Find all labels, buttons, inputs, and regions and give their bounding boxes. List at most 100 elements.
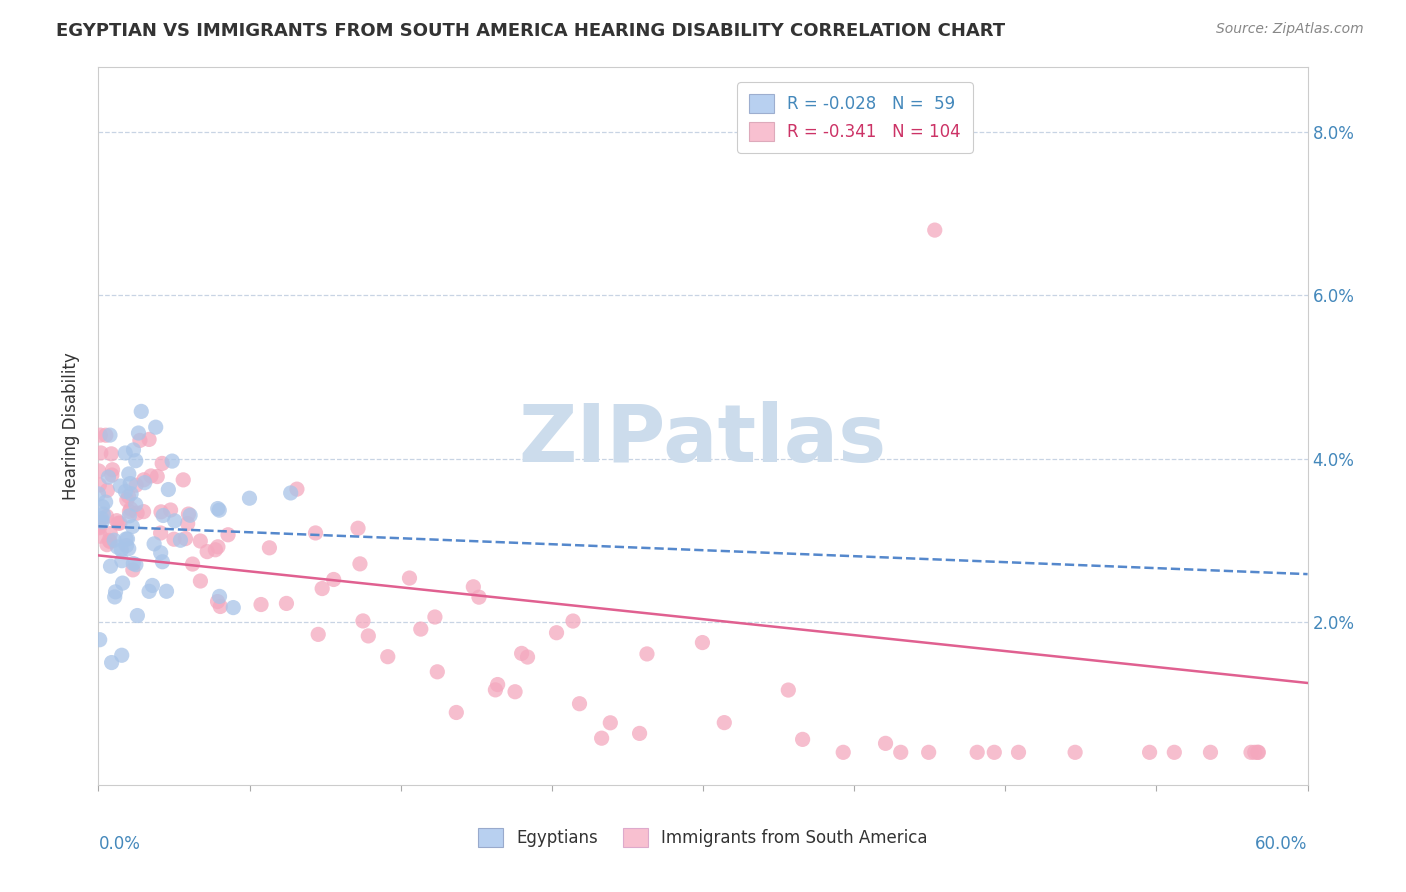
- Point: [104, 584, 127, 599]
- Point: [145, 420, 167, 434]
- Point: [181, 557, 204, 571]
- Point: [121, 519, 143, 533]
- Point: [510, 647, 533, 661]
- Point: [125, 498, 148, 512]
- Point: [347, 521, 370, 535]
- Text: 60.0%: 60.0%: [1256, 835, 1308, 854]
- Point: [409, 622, 432, 636]
- Point: [591, 731, 613, 746]
- Point: [568, 697, 591, 711]
- Point: [121, 563, 143, 577]
- Point: [120, 486, 142, 500]
- Point: [132, 473, 155, 487]
- Point: [463, 580, 485, 594]
- Point: [1240, 745, 1263, 759]
- Point: [115, 539, 138, 553]
- Point: [117, 489, 139, 503]
- Point: [484, 682, 506, 697]
- Point: [98, 534, 121, 549]
- Point: [207, 594, 229, 608]
- Text: EGYPTIAN VS IMMIGRANTS FROM SOUTH AMERICA HEARING DISABILITY CORRELATION CHART: EGYPTIAN VS IMMIGRANTS FROM SOUTH AMERIC…: [56, 22, 1005, 40]
- Point: [349, 557, 371, 571]
- Point: [103, 533, 125, 548]
- Point: [174, 532, 197, 546]
- Point: [120, 501, 142, 516]
- Point: [87, 464, 110, 478]
- Point: [143, 537, 166, 551]
- Point: [129, 404, 152, 418]
- Point: [114, 484, 136, 499]
- Point: [208, 503, 231, 517]
- Text: 0.0%: 0.0%: [98, 835, 141, 854]
- Point: [101, 463, 124, 477]
- Point: [94, 495, 117, 509]
- Point: [90, 446, 112, 460]
- Point: [446, 706, 468, 720]
- Point: [118, 504, 141, 518]
- Point: [104, 590, 127, 604]
- Point: [357, 629, 380, 643]
- Text: Source: ZipAtlas.com: Source: ZipAtlas.com: [1216, 22, 1364, 37]
- Point: [155, 584, 177, 599]
- Point: [188, 534, 211, 549]
- Point: [304, 525, 326, 540]
- Point: [208, 590, 231, 604]
- Point: [97, 470, 120, 484]
- Point: [122, 442, 145, 457]
- Point: [204, 542, 226, 557]
- Point: [141, 578, 163, 592]
- Point: [207, 540, 229, 554]
- Point: [132, 505, 155, 519]
- Point: [163, 532, 186, 546]
- Point: [125, 478, 148, 492]
- Point: [107, 540, 129, 554]
- Point: [90, 511, 112, 525]
- Point: [1247, 745, 1270, 759]
- Point: [1064, 745, 1087, 759]
- Point: [1243, 745, 1265, 759]
- Point: [209, 599, 232, 614]
- Point: [110, 479, 132, 493]
- Text: ZIPatlas: ZIPatlas: [519, 401, 887, 479]
- Point: [91, 500, 114, 514]
- Point: [122, 557, 145, 571]
- Point: [134, 475, 156, 490]
- Point: [169, 533, 191, 548]
- Point: [159, 503, 181, 517]
- Point: [311, 582, 333, 596]
- Point: [127, 425, 149, 440]
- Point: [98, 526, 121, 541]
- Point: [89, 529, 111, 543]
- Point: [91, 507, 114, 521]
- Point: [152, 555, 174, 569]
- Point: [101, 468, 124, 483]
- Point: [125, 453, 148, 467]
- Point: [111, 648, 134, 663]
- Point: [108, 516, 131, 530]
- Legend: Egyptians, Immigrants from South America: Egyptians, Immigrants from South America: [470, 820, 936, 855]
- Point: [280, 486, 302, 500]
- Point: [713, 715, 735, 730]
- Point: [832, 745, 855, 759]
- Y-axis label: Hearing Disability: Hearing Disability: [62, 352, 80, 500]
- Point: [917, 745, 939, 759]
- Point: [190, 574, 212, 588]
- Point: [172, 473, 194, 487]
- Point: [111, 554, 134, 568]
- Point: [562, 614, 585, 628]
- Point: [398, 571, 420, 585]
- Point: [157, 483, 180, 497]
- Point: [118, 508, 141, 523]
- Point: [250, 598, 273, 612]
- Point: [636, 647, 658, 661]
- Point: [1007, 745, 1029, 759]
- Point: [91, 515, 114, 529]
- Point: [179, 508, 201, 523]
- Point: [89, 521, 111, 535]
- Point: [115, 532, 138, 546]
- Point: [87, 518, 110, 533]
- Point: [98, 428, 121, 442]
- Point: [259, 541, 281, 555]
- Point: [516, 650, 538, 665]
- Point: [1139, 745, 1161, 759]
